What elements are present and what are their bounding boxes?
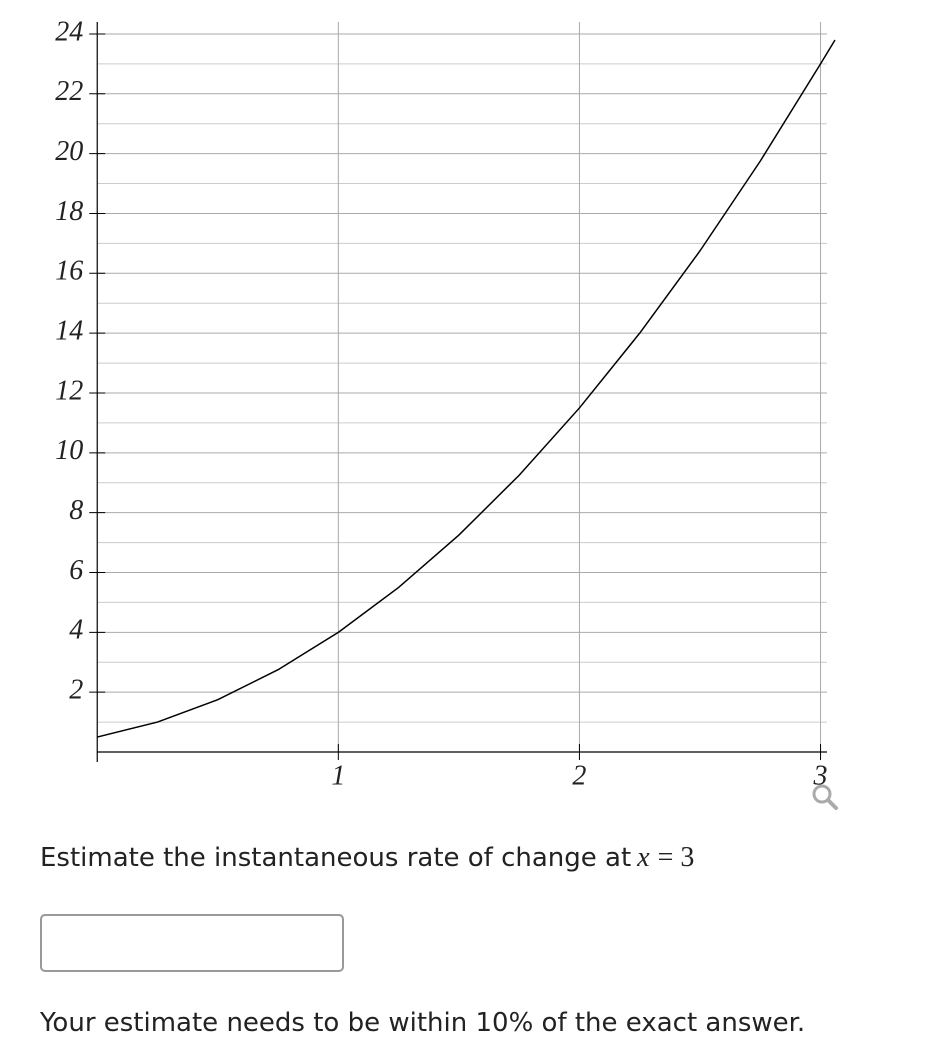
y-tick-label: 20 <box>55 136 83 167</box>
y-tick-label: 10 <box>55 435 83 466</box>
footer-note: Your estimate needs to be within 10% of … <box>40 1008 806 1038</box>
math-variable: x <box>637 842 650 873</box>
y-tick-label: 4 <box>69 615 83 646</box>
y-tick-label: 14 <box>55 316 83 347</box>
y-tick-label: 8 <box>69 495 83 526</box>
x-tick-label: 1 <box>331 760 345 791</box>
y-tick-label: 24 <box>55 16 83 47</box>
math-equals: = 3 <box>657 842 695 873</box>
y-tick-label: 12 <box>55 375 83 406</box>
zoom-icon[interactable] <box>812 784 838 810</box>
answer-input[interactable] <box>40 914 344 972</box>
question: Estimate the instantaneous rate of chang… <box>40 842 694 874</box>
question-text: Estimate the instantaneous rate of chang… <box>40 843 632 873</box>
y-tick-label: 16 <box>55 256 83 287</box>
y-tick-label: 2 <box>69 675 83 706</box>
y-tick-label: 18 <box>55 196 83 227</box>
x-tick-label: 2 <box>572 760 586 791</box>
y-tick-label: 22 <box>55 76 83 107</box>
curve <box>97 39 836 738</box>
y-tick-label: 6 <box>69 555 83 586</box>
x-tick-label: 3 <box>813 760 828 791</box>
